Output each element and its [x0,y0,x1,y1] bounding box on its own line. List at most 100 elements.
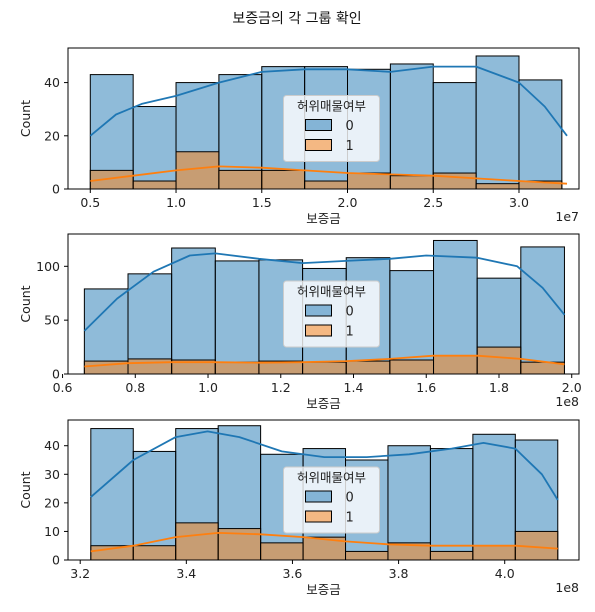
legend: 허위매물여부 0 1 [283,280,380,348]
hist-bar-series-1 [127,358,173,375]
hist-bar-series-1 [389,359,435,375]
x-tick-label: 1.6 [416,380,436,395]
legend-swatch-1 [305,324,332,337]
kde-line-series-0 [83,252,566,332]
kde-line-series-0 [90,430,559,501]
y-tick-label: 20 [44,495,60,510]
y-tick-label: 0 [52,553,60,568]
y-tick-label: 40 [44,75,60,90]
chart-panel-1: 0.5 1.0 1.5 2.0 2.5 3.0 0 20 40 보증금 Count 1e7 허위매물여부… [18,47,580,226]
kde-line-series-1 [90,165,568,185]
x-axis-label: 보증금 [306,582,341,597]
hist-bar-series-1 [472,545,516,561]
x-tick-label: 0.6 [53,380,73,395]
y-tick-label: 30 [44,467,60,482]
y-tick-label: 20 [44,128,60,143]
hist-bar-series-1 [475,183,520,190]
legend-title: 허위매물여부 [297,284,366,299]
hist-bar-series-0 [518,79,563,190]
hist-bar-series-1 [476,346,522,375]
hist-bar-series-0 [90,428,134,561]
hist-bar-series-1 [218,169,263,190]
axes-frame [67,233,580,375]
hist-bar-series-0 [83,288,129,375]
chart-panel-3: 3.2 3.4 3.6 3.8 4.0010203040보증금Count1e8허위매물여… [18,419,580,597]
hist-bar-series-0 [214,260,260,375]
x-tick-label: 3.6 [283,566,303,581]
figure-title: 보증금의 각 그룹 확인 [232,11,361,27]
hist-bar-series-1 [132,180,177,190]
hist-bar-series-1 [347,172,391,190]
x-tick-label: 3.8 [389,566,409,581]
legend-swatch-0 [305,304,332,317]
hist-bar-series-0 [433,239,478,375]
legend-entry-label: 0 [346,305,354,320]
hist-bar-series-1 [214,361,260,375]
x-tick-label: 4.0 [495,566,515,581]
legend: 허위매물여부 0 1 [283,466,380,534]
hist-bar-series-1 [304,180,349,190]
kde-line-series-1 [90,532,558,553]
hist-bar-series-0 [389,63,434,190]
hist-bar-series-0 [472,433,516,561]
legend-swatch-0 [305,119,332,131]
x-tick-label: 2.0 [562,380,582,395]
x-tick-label: 2.0 [338,195,358,210]
legend-entry-label: 1 [346,139,354,154]
hist-bar-series-0 [429,448,474,561]
hist-bar-series-1 [302,361,347,375]
hist-bar-series-1 [389,175,434,190]
x-axis-offset-label: 1e8 [555,580,579,595]
legend: 허위매물여부 0 1 [283,95,380,162]
y-tick-label: 0 [52,367,60,382]
kde-line-series-1 [84,354,565,368]
x-tick-label: 1.0 [198,380,218,395]
y-axis-label: Count [18,100,33,137]
hist-bar-series-0 [475,55,520,190]
x-tick-label: 3.0 [509,195,529,210]
hist-bar-series-1 [261,169,306,190]
x-tick-label: 1.4 [344,380,364,395]
y-tick-label: 0 [52,182,60,197]
y-tick-label: 40 [44,438,60,453]
x-tick-label: 0.8 [125,380,145,395]
x-tick-label: 3.2 [70,566,90,581]
hist-bar-series-1 [260,542,304,561]
x-tick-label: 1.0 [166,195,186,210]
hist-bar-series-0 [132,106,177,190]
chart-panel-2: 0.6 0.8 1.0 1.2 1.4 1.6 1.8 2.0 0 50 100 보증금 Count 1e… [18,233,582,411]
x-tick-label: 2.5 [423,195,443,210]
hist-bar-series-1 [429,550,474,561]
x-tick-label: 3.4 [176,566,196,581]
x-axis-offset-label: 1e7 [555,209,579,224]
kde-line-series-0 [89,65,568,137]
chart-panels: 0.5 1.0 1.5 2.0 2.5 3.0 0 20 40 보증금 Count 1e7 허위매물여부… [18,47,582,597]
hist-bar-series-1 [345,360,391,375]
x-axis-offset-label: 1e8 [555,394,579,409]
legend-entry-label: 0 [346,491,354,506]
legend-title: 허위매물여부 [297,470,366,485]
legend-swatch-0 [305,490,332,503]
legend-swatch-1 [305,139,332,151]
x-axis-label: 보증금 [306,211,341,226]
legend-title: 허위매물여부 [297,99,366,114]
hist-bar-series-1 [132,545,177,561]
axes-frame [67,419,580,561]
y-tick-label: 50 [44,313,60,328]
hist-bar-series-1 [175,522,219,561]
y-axis-label: Count [18,285,33,322]
hist-bar-series-0 [127,273,173,375]
x-tick-label: 1.5 [252,195,272,210]
legend-entry-label: 0 [346,119,354,134]
y-tick-label: 100 [36,259,60,274]
hist-bar-series-0 [520,246,565,375]
legend-entry-label: 1 [346,511,354,526]
hist-bar-series-0 [171,247,216,375]
x-tick-label: 1.2 [271,380,291,395]
x-tick-label: 0.5 [80,195,100,210]
legend-entry-label: 1 [346,325,354,340]
hist-bar-series-1 [345,550,389,561]
axes-frame [67,47,580,190]
y-axis-label: Count [18,471,33,508]
